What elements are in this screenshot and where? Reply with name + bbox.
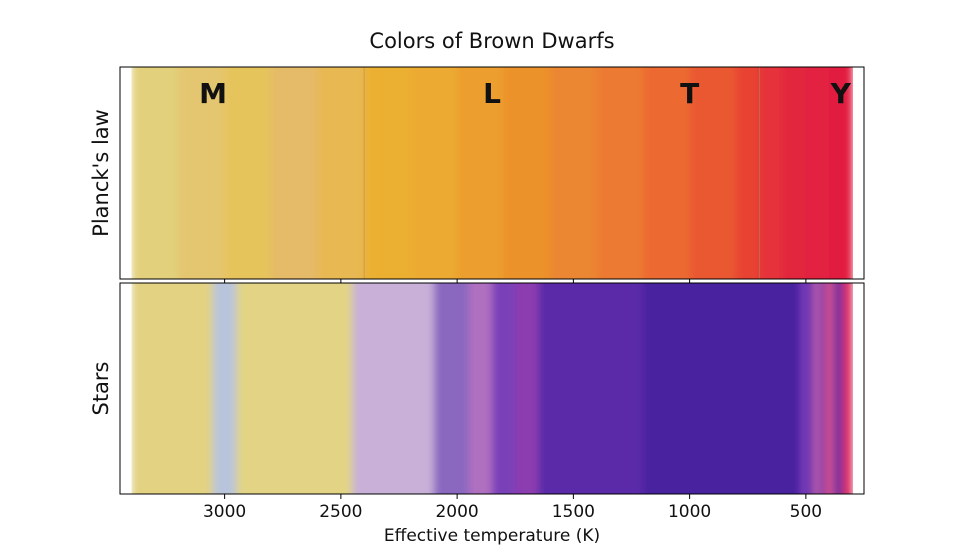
color-band <box>433 283 470 494</box>
color-band <box>317 67 365 279</box>
color-band <box>819 283 826 494</box>
color-band <box>805 67 830 279</box>
y-axis-label: Planck's law <box>89 109 113 237</box>
color-band <box>224 67 272 279</box>
color-band <box>643 283 802 494</box>
color-band <box>538 283 644 494</box>
color-band <box>812 283 821 494</box>
color-band <box>131 283 214 494</box>
x-tick-label: 500 <box>790 502 822 522</box>
color-band <box>843 283 853 494</box>
color-band <box>824 283 835 494</box>
strip-group <box>131 67 853 279</box>
color-band <box>468 283 493 494</box>
color-band <box>503 67 551 279</box>
color-band <box>736 67 760 279</box>
color-band <box>492 283 516 494</box>
color-band <box>131 67 179 279</box>
color-band <box>801 283 809 494</box>
color-band <box>829 67 853 279</box>
x-tick-label: 2500 <box>319 502 362 522</box>
color-band <box>213 283 237 494</box>
color-band <box>550 67 598 279</box>
color-band <box>782 67 807 279</box>
color-band <box>352 283 435 494</box>
color-band <box>833 283 844 494</box>
color-band <box>808 283 814 494</box>
x-axis-label: Effective temperature (K) <box>384 526 600 546</box>
color-band <box>178 67 226 279</box>
panel-frame <box>119 66 865 280</box>
color-band <box>596 67 644 279</box>
color-band <box>236 283 354 494</box>
class-label: T <box>680 77 699 110</box>
y-axis-label: Stars <box>89 361 113 415</box>
color-strip <box>131 67 853 279</box>
class-label: M <box>199 77 227 110</box>
color-band <box>364 67 412 279</box>
color-band <box>759 67 784 279</box>
x-tick-label: 1000 <box>668 502 711 522</box>
color-strip <box>131 283 853 494</box>
x-tick-label: 1500 <box>552 502 595 522</box>
class-label: L <box>483 77 501 110</box>
color-band <box>457 67 505 279</box>
x-tick-label: 2000 <box>435 502 478 522</box>
color-band <box>410 67 458 279</box>
color-band <box>643 67 691 279</box>
color-band <box>515 283 540 494</box>
x-tick-label: 3000 <box>203 502 246 522</box>
panel-frame <box>119 282 865 495</box>
class-label: Y <box>830 77 852 110</box>
color-band <box>689 67 737 279</box>
chart-title: Colors of Brown Dwarfs <box>369 29 614 53</box>
strip-group <box>131 283 853 494</box>
color-band <box>271 67 319 279</box>
